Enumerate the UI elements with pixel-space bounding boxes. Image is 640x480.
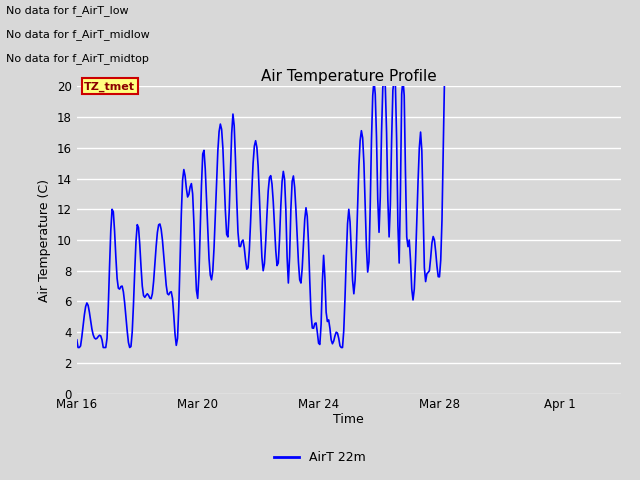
Text: TZ_tmet: TZ_tmet (84, 81, 135, 92)
Title: Air Temperature Profile: Air Temperature Profile (261, 69, 436, 84)
Text: No data for f_AirT_midlow: No data for f_AirT_midlow (6, 29, 150, 40)
Y-axis label: Air Temperature (C): Air Temperature (C) (38, 179, 51, 301)
Text: No data for f_AirT_midtop: No data for f_AirT_midtop (6, 53, 149, 64)
X-axis label: Time: Time (333, 413, 364, 426)
Legend: AirT 22m: AirT 22m (269, 446, 371, 469)
Text: No data for f_AirT_low: No data for f_AirT_low (6, 5, 129, 16)
